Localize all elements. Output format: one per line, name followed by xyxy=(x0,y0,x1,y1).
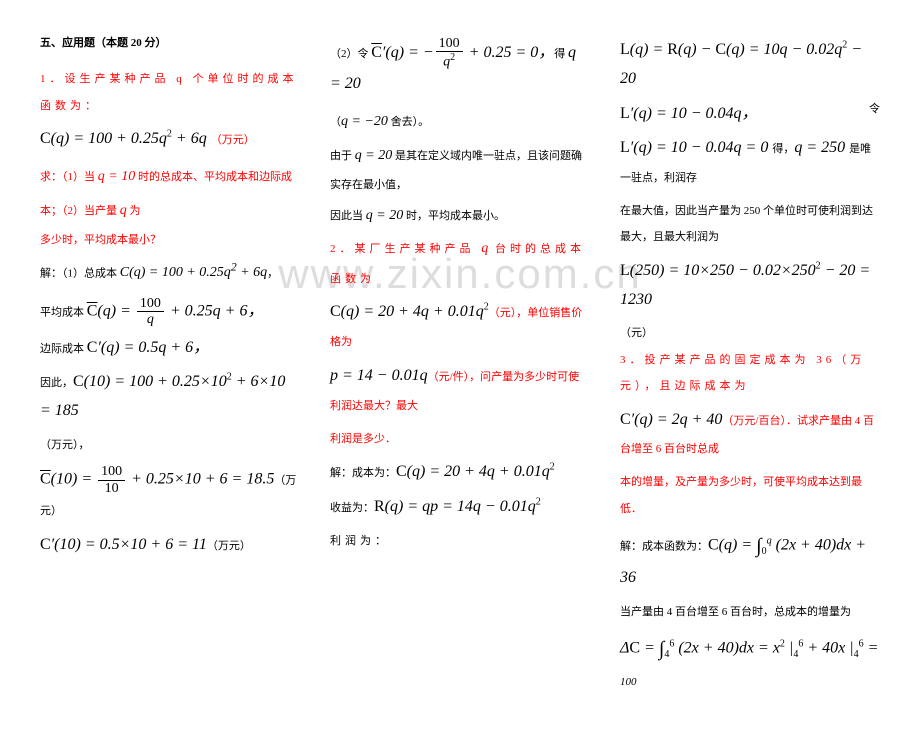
unit-1: （万元）， xyxy=(40,432,300,458)
eq-price: p = 14 − 0.01q（元/件），问产量为多少时可使利润达最大？最大 xyxy=(330,362,590,420)
discard-neg: （q = −20 舍去）。 xyxy=(330,105,590,139)
problem-1-ask-2: 多少时，平均成本最小？ xyxy=(40,227,300,253)
eq-cprime-3: C′(q) = 2q + 40（万元/百台）．试求产量由 4 百台增至 6 百台… xyxy=(620,406,880,464)
eq-cost-2: C(q) = 20 + 4q + 0.01q2（元），单位销售价格为 xyxy=(330,298,590,356)
max-profit-text: 在最大值，因此当产量为 250 个单位时可使利润到达最大，且最大利润为 xyxy=(620,198,880,251)
eq-cost-2-repeat: 解：成本为：C(q) = 20 + 4q + 0.01q2 xyxy=(330,458,590,487)
eq-marginal-cost: 边际成本 C′(q) = 0.5q + 6， xyxy=(40,334,300,363)
column-2: （2）令 C′(q) = −100q2 + 0.25 = 0，得 q = 20 … xyxy=(330,30,590,702)
problem-3-statement: 3．投产某产品的固定成本为 36（万元），且边际成本为 xyxy=(620,347,880,400)
column-3: L(q) = R(q) − C(q) = 10q − 0.02q2 − 20 L… xyxy=(620,30,880,702)
three-column-layout: 五、应用题（本题 20 分） 1．设生产某种产品 q 个单位时的成本函数为： C… xyxy=(40,30,880,702)
section-heading: 五、应用题（本题 20 分） xyxy=(40,30,300,56)
solution-line-1: 解：（1）总成本 C(q) = 100 + 0.25q2 + 6q， xyxy=(40,254,300,290)
eq-delta-c: ΔC = ∫46 (2x + 40)dx = x2 |46 + 40x |46 … xyxy=(620,631,880,696)
eq-c10: 因此，C(10) = 100 + 0.25×102 + 6×10 = 185 xyxy=(40,368,300,426)
eq-profit: L(q) = R(q) − C(q) = 10q − 0.02q2 − 20 xyxy=(620,36,880,94)
eq-lprime: L′(q) = 10 − 0.04q，令 xyxy=(620,100,880,129)
problem-2-statement: 2．某厂生产某种产品 q 台时的总成本函数为 xyxy=(330,232,590,292)
problem-1-ask: 求：（1）当 q = 10 时的总成本、平均成本和边际成本；（2）当产量 q 为 xyxy=(40,160,300,227)
eq-avg-cost: 平均成本 C(q) = 100q + 0.25q + 6， xyxy=(40,296,300,328)
eq-cost-function: C(q) = 100 + 0.25q2 + 6q （万元） xyxy=(40,125,300,154)
eq-l250: L(250) = 10×250 − 0.02×2502 − 20 = 1230 xyxy=(620,257,880,315)
eq-cprime10: C′(10) = 0.5×10 + 6 = 11（万元） xyxy=(40,531,300,560)
eq-cost-integral: 解：成本函数为：C(q) = ∫0q (2x + 40)dx + 36 xyxy=(620,528,880,593)
unit-yuan: （元） xyxy=(620,320,880,346)
column-1: 五、应用题（本题 20 分） 1．设生产某种产品 q 个单位时的成本函数为： C… xyxy=(40,30,300,702)
eq-lprime-zero: L′(q) = 10 − 0.04q = 0 得，q = 250 是唯一驻点，利… xyxy=(620,134,880,192)
delta-c-text: 当产量由 4 百台增至 6 百台时，总成本的增量为 xyxy=(620,599,880,625)
problem-2-ask: 利润是多少． xyxy=(330,426,590,452)
eq-cbar10: C(10) = 10010 + 0.25×10 + 6 = 18.5（万元） xyxy=(40,464,300,525)
unique-stationary: 由于 q = 20 是其在定义域内唯一驻点，且该问题确实存在最小值， xyxy=(330,139,590,199)
eq-cbar-prime: （2）令 C′(q) = −100q2 + 0.25 = 0，得 q = 20 xyxy=(330,36,590,99)
problem-1-statement: 1．设生产某种产品 q 个单位时的成本函数为： xyxy=(40,66,300,119)
profit-label: 利润为： xyxy=(330,528,590,554)
min-avg-cost: 因此当 q = 20 时，平均成本最小。 xyxy=(330,199,590,233)
problem-3-ask: 本的增量，及产量为多少时，可使平均成本达到最低． xyxy=(620,469,880,522)
eq-revenue: 收益为：R(q) = qp = 14q − 0.01q2 xyxy=(330,493,590,522)
